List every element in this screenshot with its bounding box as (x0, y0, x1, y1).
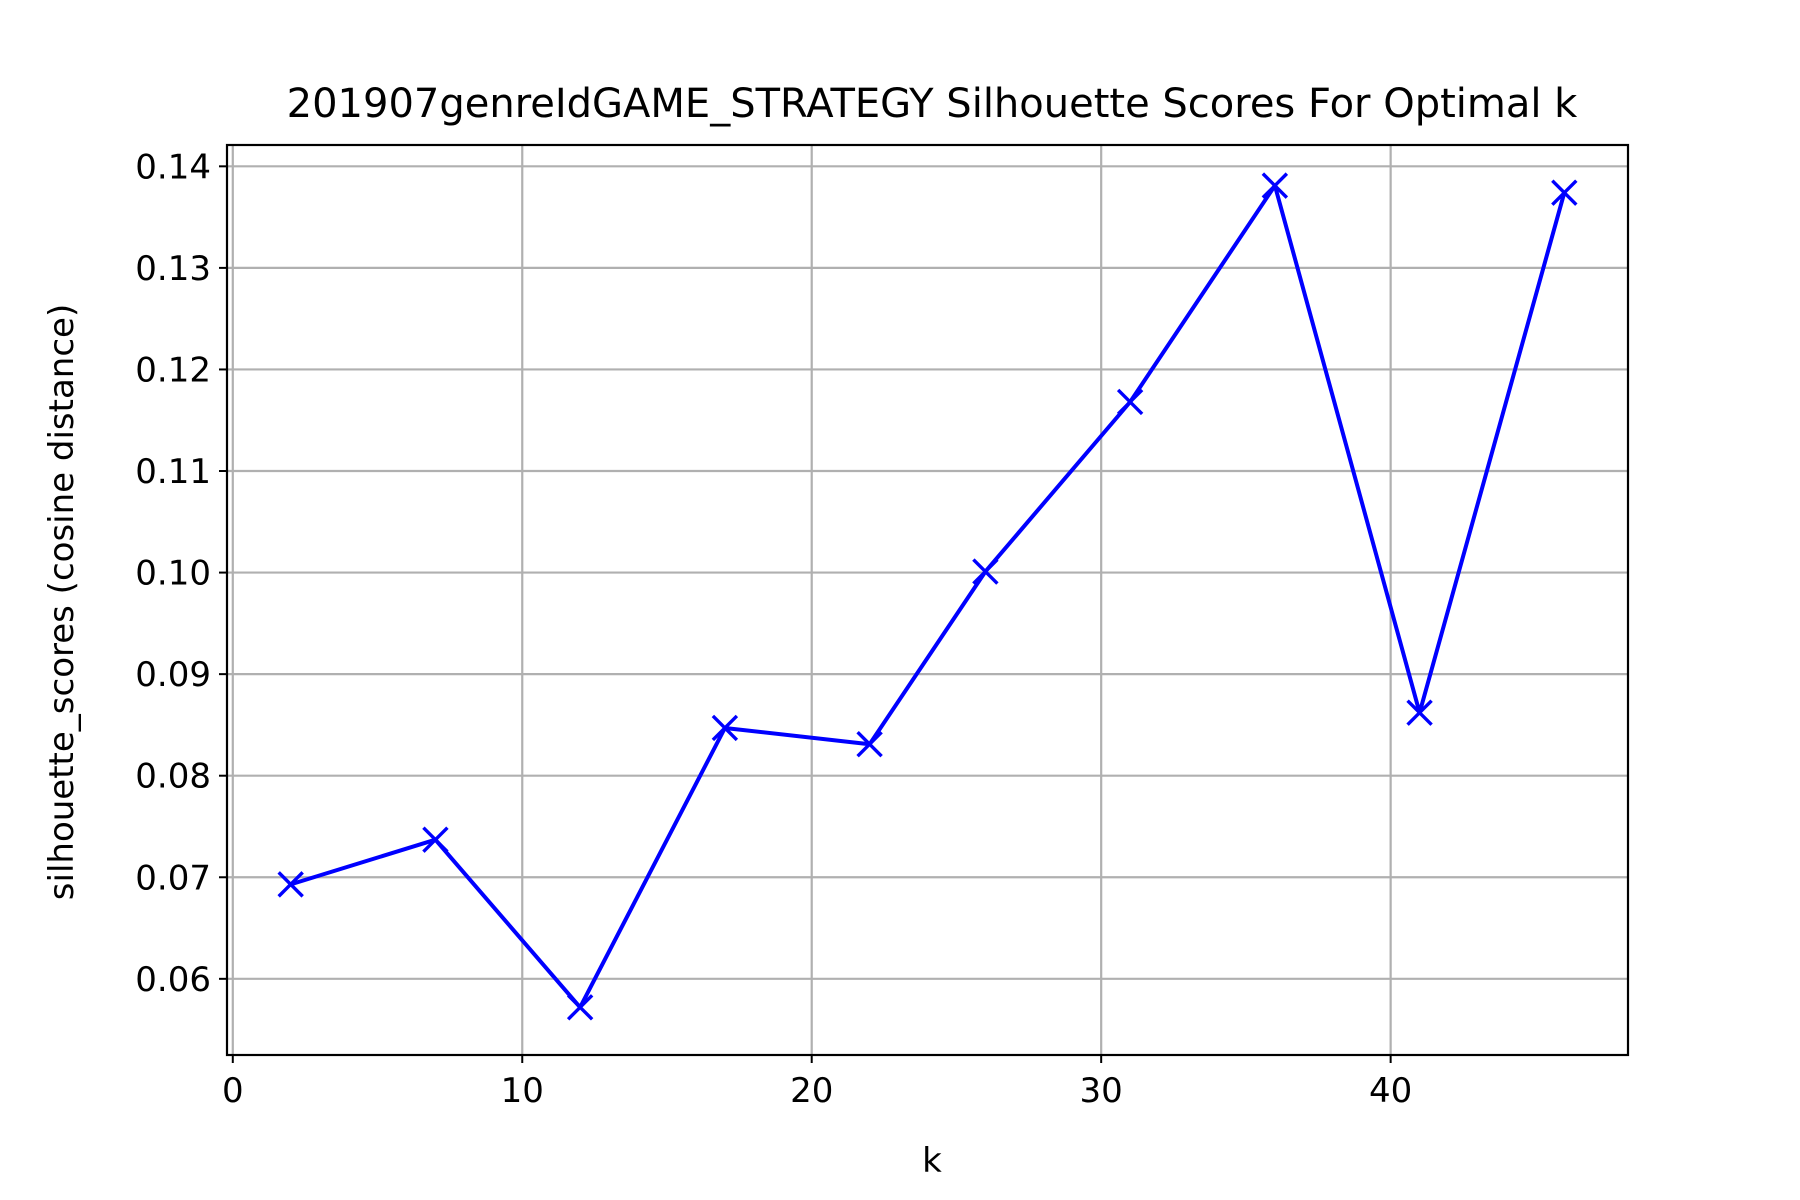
data-point-marker (856, 731, 883, 758)
y-tick-label: 0.06 (135, 960, 211, 1000)
x-axis-label: k (922, 1141, 942, 1181)
y-tick-label: 0.13 (135, 249, 211, 289)
series-layer (277, 172, 1578, 1021)
data-point-marker (711, 714, 739, 742)
data-point-marker (1551, 179, 1578, 206)
y-tick-label: 0.10 (135, 554, 211, 594)
x-tick-label: 40 (1369, 1071, 1412, 1111)
data-point-marker (1116, 388, 1144, 416)
x-tick-label: 0 (222, 1071, 244, 1111)
chart-title: 201907genreIdGAME_STRATEGY Silhouette Sc… (287, 81, 1579, 127)
y-tick-label: 0.09 (135, 655, 211, 695)
y-axis-label: silhouette_scores (cosine distance) (42, 304, 82, 900)
y-axis-ticks: 0.06 0.07 0.08 0.09 0.10 0.11 0.12 0.13 0.14 (135, 147, 227, 1000)
data-point-marker (1261, 172, 1289, 199)
data-point-marker (422, 826, 449, 853)
x-tick-label: 30 (1080, 1071, 1123, 1111)
data-point-marker (972, 558, 999, 585)
series-line (290, 183, 1567, 1010)
plot-frame (225, 143, 1630, 1057)
y-tick-label: 0.07 (135, 858, 211, 898)
y-tick-label: 0.08 (135, 757, 211, 797)
data-point-marker (277, 871, 304, 898)
data-point-marker (566, 994, 594, 1021)
y-tick-label: 0.11 (135, 452, 211, 492)
x-axis-ticks: 0 10 20 30 40 (222, 1055, 1412, 1111)
x-tick-label: 20 (790, 1071, 833, 1111)
y-tick-label: 0.14 (135, 147, 211, 187)
x-tick-label: 10 (501, 1071, 544, 1111)
y-tick-label: 0.12 (135, 350, 211, 390)
data-point-marker (1406, 699, 1433, 726)
